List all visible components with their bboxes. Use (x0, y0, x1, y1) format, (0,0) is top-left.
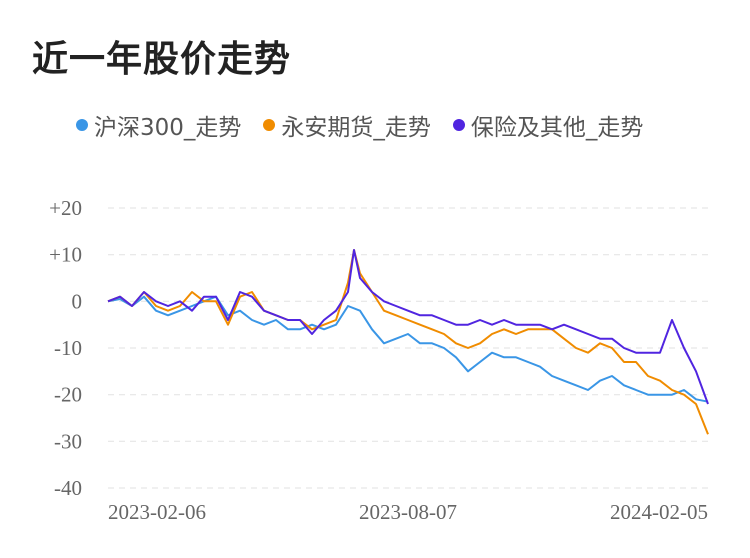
series-lines (107, 249, 709, 435)
y-tick-label: +20 (49, 196, 82, 220)
legend-label: 保险及其他_走势 (470, 115, 644, 141)
legend-label: 沪深300_走势 (94, 115, 242, 141)
chart-title: 近一年股价走势 (32, 39, 292, 80)
y-tick-label: +10 (49, 243, 82, 267)
y-tick-label: -10 (54, 336, 82, 360)
series-line-3[interactable] (107, 249, 709, 405)
y-tick-label: -40 (54, 476, 82, 500)
legend-item-s3[interactable]: 保险及其他_走势 (452, 108, 644, 142)
legend-dot-icon (263, 119, 276, 131)
y-axis-ticks: +20 +10 0 -10 -20 -30 -40 (49, 196, 82, 500)
x-tick-label: 2023-02-06 (108, 500, 206, 524)
y-tick-label: -30 (54, 429, 82, 453)
y-tick-label: 0 (72, 289, 83, 313)
y-tick-label: -20 (54, 383, 82, 407)
legend-label: 永安期货_走势 (281, 115, 431, 141)
series-line-1[interactable] (107, 295, 709, 403)
legend-dot-icon (76, 119, 88, 131)
legend-item-s1[interactable]: 沪深300_走势 (76, 108, 241, 142)
legend: 沪深300_走势 永安期货_走势 保险及其他_走势 (76, 108, 665, 142)
x-tick-label: 2024-02-05 (610, 500, 708, 524)
legend-dot-icon (452, 119, 465, 131)
x-tick-label: 2023-08-07 (359, 500, 457, 524)
x-axis-ticks: 2023-02-06 2023-08-07 2024-02-05 (108, 500, 708, 524)
series-line-2[interactable] (107, 249, 709, 435)
grid (108, 207, 708, 489)
legend-item-s2[interactable]: 永安期货_走势 (263, 108, 431, 142)
